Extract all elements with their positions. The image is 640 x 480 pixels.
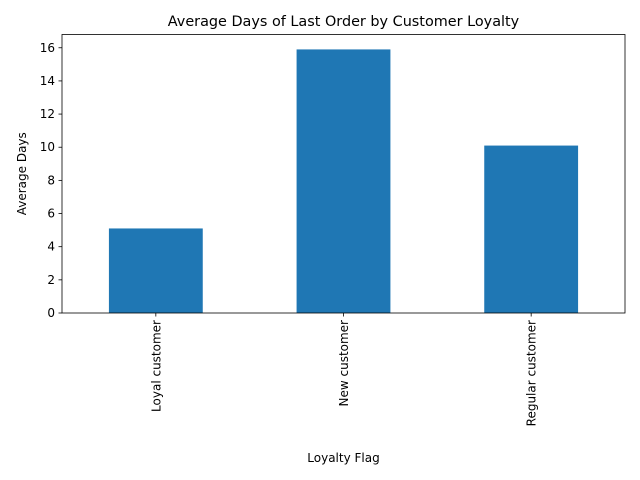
y-tick-label: 14: [40, 74, 55, 88]
bar: [108, 228, 203, 313]
y-axis: 0 2 4 6 8 10 12 14 16: [40, 41, 62, 320]
y-tick-label: 8: [47, 173, 55, 187]
y-tick-label: 10: [40, 140, 55, 154]
x-tick-label: Loyal customer: [149, 320, 163, 412]
plot-frame: [61, 34, 626, 314]
bar: [484, 145, 579, 313]
y-tick-label: 4: [47, 240, 55, 254]
x-tick-label: New customer: [337, 320, 351, 407]
y-tick-label: 16: [40, 41, 55, 55]
y-tick-label: 0: [47, 306, 55, 320]
x-axis-label: Loyalty Flag: [307, 451, 379, 465]
x-tick-label: Regular customer: [525, 320, 539, 426]
y-tick-label: 12: [40, 107, 55, 121]
x-axis: Loyal customer New customer Regular custom…: [149, 313, 539, 426]
chart-title: Average Days of Last Order by Customer L…: [168, 14, 520, 30]
y-axis-label: Average Days: [15, 132, 29, 215]
y-tick-label: 2: [47, 273, 55, 287]
y-tick-label: 6: [47, 207, 55, 221]
bars-group: [108, 49, 579, 313]
bar: [296, 49, 391, 313]
